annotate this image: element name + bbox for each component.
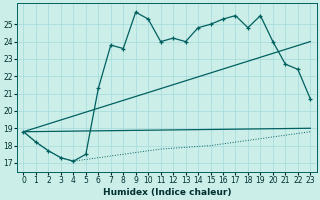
X-axis label: Humidex (Indice chaleur): Humidex (Indice chaleur) <box>103 188 231 197</box>
